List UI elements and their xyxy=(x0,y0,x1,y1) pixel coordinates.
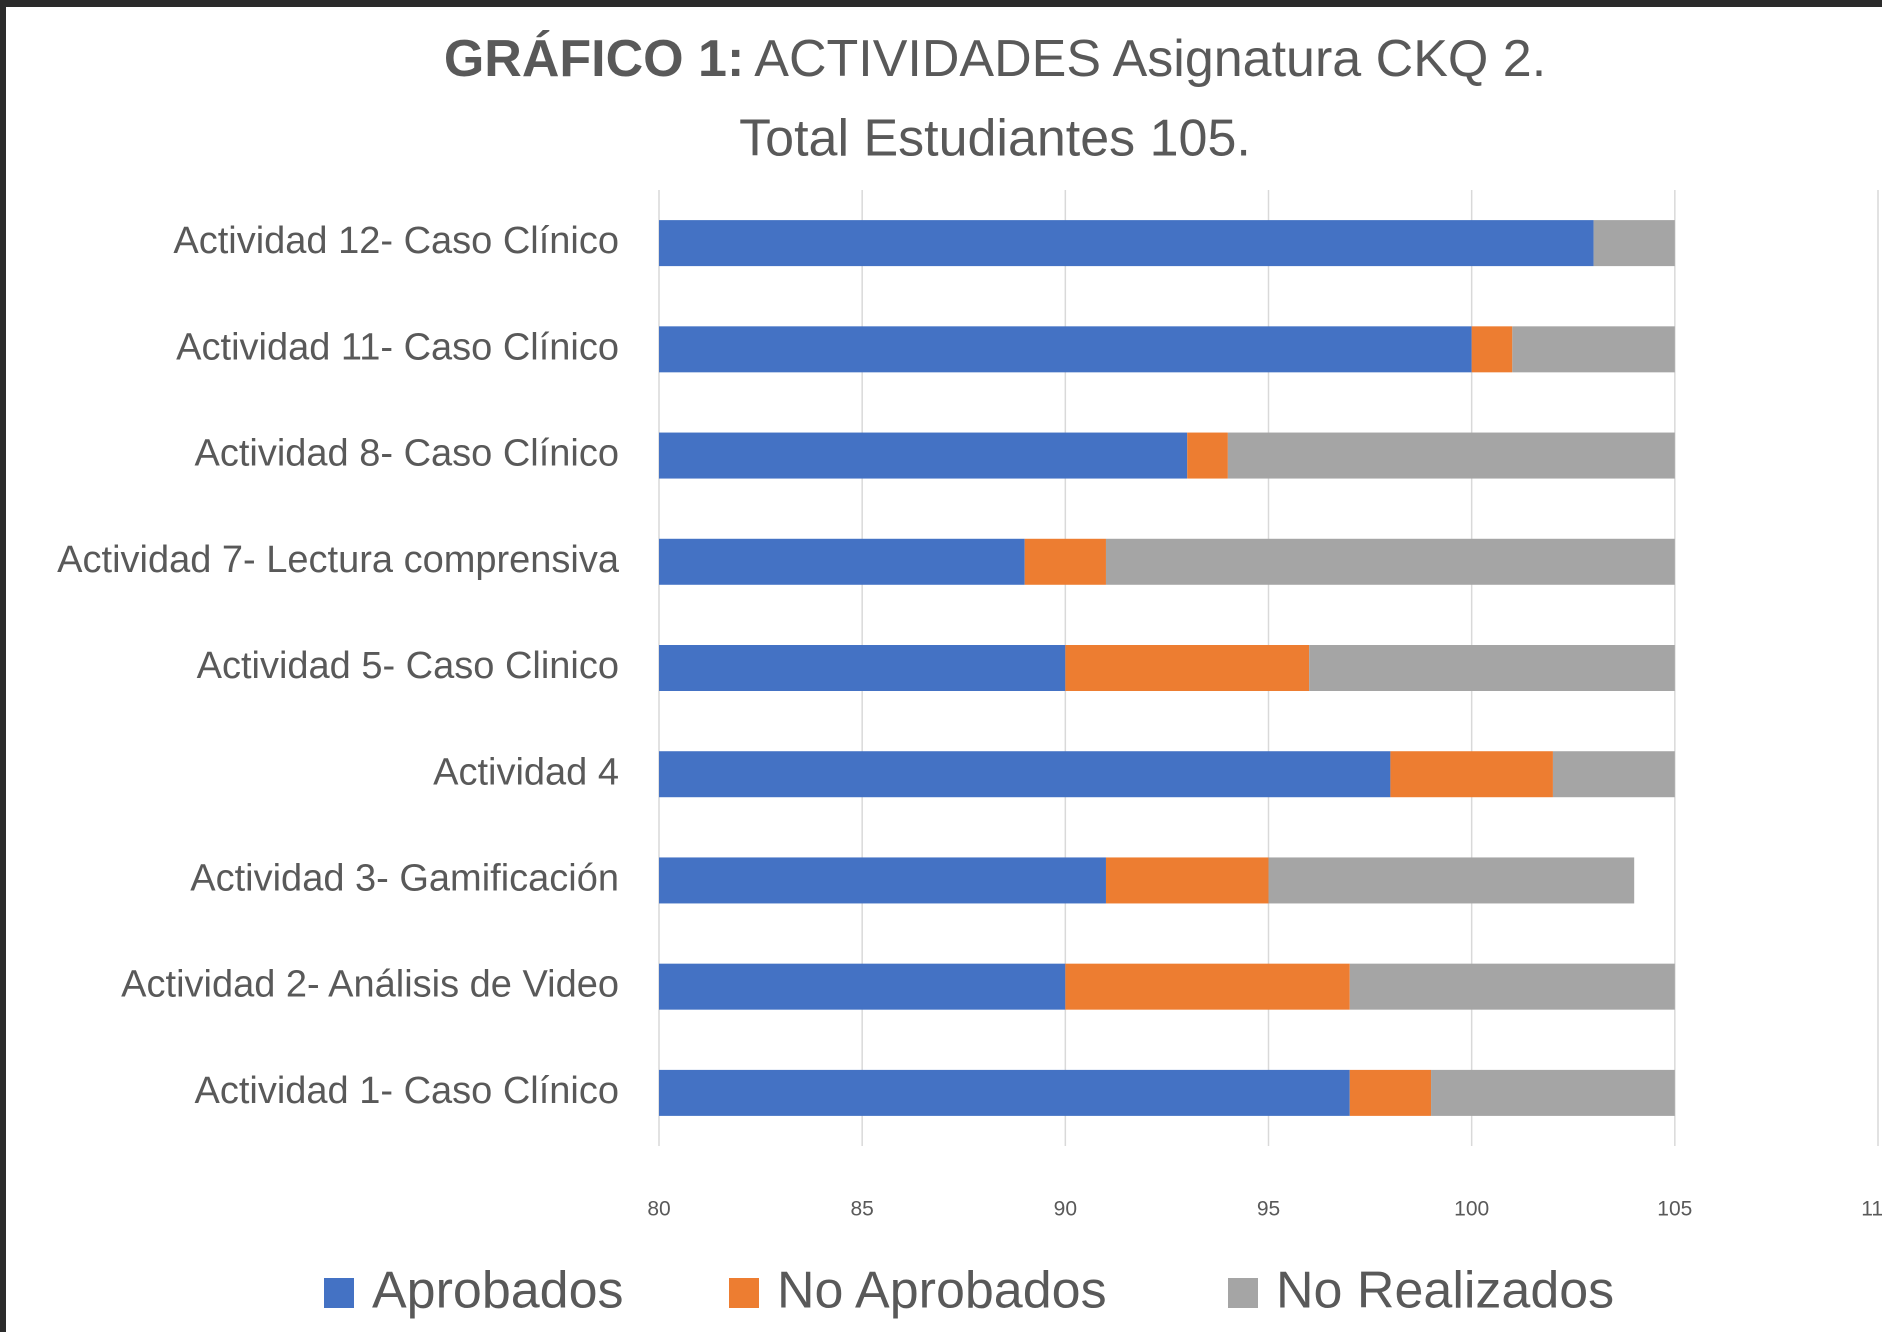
bar-segment xyxy=(1431,1069,1675,1116)
bar-segment xyxy=(1065,963,1350,1010)
bar-segment xyxy=(659,751,1391,798)
x-tick-label: 95 xyxy=(1257,1198,1280,1221)
bar-segment xyxy=(659,645,1066,691)
y-tick-label: Actividad 5- Caso Clinico xyxy=(197,645,619,687)
chart-title: GRÁFICO 1: ACTIVIDADES Asignatura CKQ 2. xyxy=(444,30,1546,88)
y-tick-label: Actividad 8- Caso Clínico xyxy=(194,433,619,475)
bar-segment xyxy=(1349,1069,1432,1116)
y-tick-label: Actividad 1- Caso Clínico xyxy=(194,1070,619,1112)
y-tick-label: Actividad 2- Análisis de Video xyxy=(121,964,619,1006)
x-tick-label: 80 xyxy=(647,1198,670,1221)
y-tick-label: Actividad 4 xyxy=(433,751,619,793)
x-tick-label: 85 xyxy=(850,1198,873,1221)
chart-subtitle: Total Estudiantes 105. xyxy=(739,110,1251,168)
title-bold: GRÁFICO 1: xyxy=(444,30,744,88)
x-tick-label: 100 xyxy=(1454,1198,1489,1221)
bar-segment xyxy=(659,963,1066,1010)
legend-swatch xyxy=(1228,1278,1258,1308)
legend-swatch xyxy=(324,1278,354,1308)
x-tick-label: 105 xyxy=(1657,1198,1692,1221)
legend-label: Aprobados xyxy=(372,1262,624,1320)
y-tick-label: Actividad 7- Lectura comprensiva xyxy=(57,539,620,581)
y-tick-label: Actividad 12- Caso Clínico xyxy=(173,220,619,262)
bar-segment xyxy=(1105,857,1269,904)
bar-segment xyxy=(1593,220,1675,267)
legend-label: No Realizados xyxy=(1276,1262,1614,1320)
frame-top xyxy=(0,0,1882,7)
bar-segment xyxy=(659,326,1472,373)
bar-segment xyxy=(1024,538,1106,585)
y-tick-label: Actividad 11- Caso Clínico xyxy=(176,326,619,368)
bar-segment xyxy=(1471,326,1513,373)
title-rest: ACTIVIDADES Asignatura CKQ 2. xyxy=(754,30,1546,88)
bar-segment xyxy=(1187,432,1228,479)
legend-label: No Aprobados xyxy=(777,1262,1107,1320)
x-tick-label: 90 xyxy=(1054,1198,1077,1221)
legend-swatch xyxy=(729,1278,759,1308)
bar-segment xyxy=(1268,857,1635,904)
x-tick-label: 110 xyxy=(1861,1198,1882,1221)
bar-segment xyxy=(659,857,1106,904)
bar-segment xyxy=(659,1069,1350,1116)
bar-segment xyxy=(1065,645,1310,691)
bar-segment xyxy=(659,220,1594,267)
bar-segment xyxy=(1552,751,1675,798)
frame-left xyxy=(0,0,6,1332)
bar-segment xyxy=(659,538,1025,585)
bar-segment xyxy=(1390,751,1553,798)
bar-segment xyxy=(1309,645,1675,691)
bar-segment xyxy=(1512,326,1675,373)
y-tick-label: Actividad 3- Gamificación xyxy=(190,857,619,899)
bar-segment xyxy=(1349,963,1675,1010)
bar-segment xyxy=(1105,538,1675,585)
bar-segment xyxy=(1227,432,1675,479)
bar-segment xyxy=(659,432,1188,479)
